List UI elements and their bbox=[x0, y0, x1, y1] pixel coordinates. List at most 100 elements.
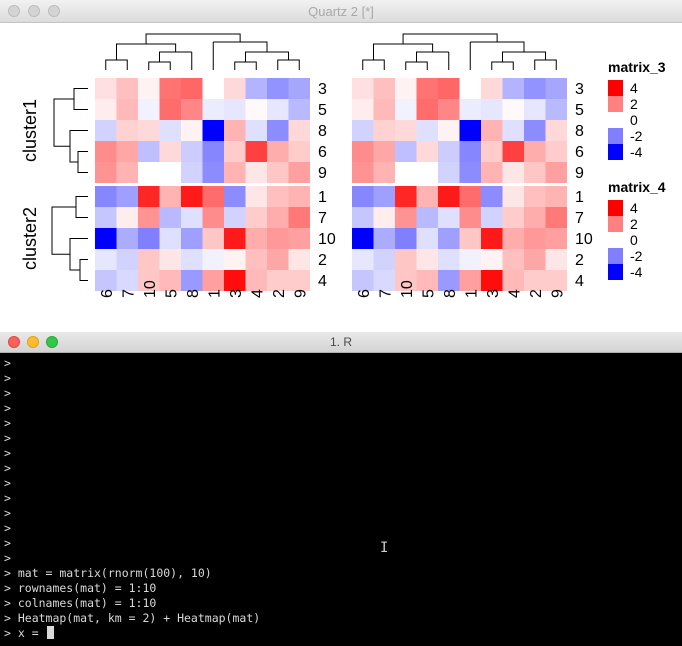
heatmap-cell bbox=[459, 99, 481, 120]
heatmap-cell bbox=[138, 141, 160, 162]
heatmap-cell bbox=[138, 162, 160, 183]
heatmap-cell bbox=[181, 78, 203, 99]
terminal-output[interactable]: > > > > > > > > > > > > > > > mat = matrix(rnorm(100),… bbox=[4, 356, 674, 642]
legend-swatch bbox=[608, 96, 623, 112]
terminal-line: > Heatmap(mat, km = 2) + Heatmap(mat) bbox=[4, 611, 261, 625]
heatmap-cell bbox=[438, 141, 460, 162]
heatmap-cell bbox=[416, 249, 438, 270]
heatmap-cell bbox=[202, 120, 224, 141]
row-label: 10 bbox=[318, 231, 336, 248]
plot-window-title: Quartz 2 [*] bbox=[308, 4, 374, 19]
heatmap-cell bbox=[267, 228, 289, 249]
heatmap-cell bbox=[438, 249, 460, 270]
heatmap-cell bbox=[95, 249, 117, 270]
row-label: 9 bbox=[318, 165, 327, 182]
heatmap-cell bbox=[202, 207, 224, 228]
heatmap-cell bbox=[116, 207, 138, 228]
heatmap-cell bbox=[545, 186, 567, 207]
heatmap-cell bbox=[288, 186, 310, 207]
heatmap-cell bbox=[245, 207, 267, 228]
terminal-title: 1. R bbox=[329, 335, 352, 349]
heatmap-cell bbox=[159, 270, 181, 291]
heatmap-cell bbox=[545, 270, 567, 291]
heatmap-cell bbox=[438, 186, 460, 207]
heatmap-cell bbox=[545, 249, 567, 270]
heatmap-cell bbox=[202, 249, 224, 270]
heatmap-cell bbox=[202, 270, 224, 291]
heatmap-cell bbox=[138, 207, 160, 228]
heatmap-cell bbox=[524, 99, 546, 120]
heatmap-cell bbox=[267, 120, 289, 141]
column-label: 1 bbox=[463, 289, 480, 298]
heatmap-cell bbox=[395, 141, 417, 162]
heatmap-cell bbox=[159, 207, 181, 228]
column-label: 1 bbox=[206, 289, 223, 298]
heatmap-cell bbox=[481, 78, 503, 99]
heatmap-cell bbox=[416, 207, 438, 228]
row-label: 9 bbox=[575, 165, 584, 182]
heatmap-cell bbox=[138, 270, 160, 291]
heatmap-cell bbox=[202, 99, 224, 120]
heatmap-cell bbox=[395, 78, 417, 99]
row-label: 6 bbox=[575, 144, 584, 161]
heatmap-cell bbox=[395, 186, 417, 207]
heatmap-cell bbox=[116, 99, 138, 120]
heatmap-cell bbox=[352, 228, 374, 249]
heatmap-cell bbox=[267, 249, 289, 270]
heatmap-cell bbox=[416, 78, 438, 99]
heatmap-cell bbox=[95, 78, 117, 99]
legend-tick-label: 0 bbox=[630, 232, 638, 248]
column-label: 6 bbox=[99, 289, 116, 298]
minimize-icon[interactable] bbox=[28, 5, 40, 17]
heatmap-cell bbox=[416, 99, 438, 120]
heatmap-cell bbox=[202, 228, 224, 249]
heatmap-cell bbox=[481, 228, 503, 249]
heatmap-cell bbox=[224, 186, 246, 207]
terminal-line: > bbox=[4, 431, 11, 445]
heatmap-cell bbox=[181, 141, 203, 162]
heatmap-cell bbox=[459, 207, 481, 228]
heatmap-cell bbox=[288, 162, 310, 183]
close-icon[interactable] bbox=[8, 5, 20, 17]
heatmap-cell bbox=[181, 207, 203, 228]
heatmap-cell bbox=[524, 228, 546, 249]
column-label: 10 bbox=[399, 280, 416, 298]
heatmap-cell bbox=[352, 249, 374, 270]
heatmap-cell bbox=[373, 162, 395, 183]
row-label: 4 bbox=[318, 273, 327, 290]
terminal-titlebar: 1. R bbox=[0, 332, 682, 353]
row-label: 2 bbox=[318, 252, 327, 269]
heatmap-cell bbox=[545, 120, 567, 141]
heatmap-cell bbox=[502, 249, 524, 270]
row-label: 1 bbox=[318, 189, 327, 206]
heatmap-cell bbox=[95, 228, 117, 249]
heatmap-cell bbox=[502, 99, 524, 120]
terminal-line: > colnames(mat) = 1:10 bbox=[4, 596, 157, 610]
heatmap-cell bbox=[245, 186, 267, 207]
heatmap-cell bbox=[267, 270, 289, 291]
heatmap-cell bbox=[416, 120, 438, 141]
heatmap-cell bbox=[95, 207, 117, 228]
close-icon[interactable] bbox=[8, 336, 20, 348]
terminal-line: > bbox=[4, 536, 11, 550]
legend-tick-label: 2 bbox=[630, 96, 638, 112]
zoom-icon[interactable] bbox=[46, 336, 58, 348]
minimize-icon[interactable] bbox=[27, 336, 39, 348]
heatmap-cell bbox=[545, 141, 567, 162]
legend-swatch bbox=[608, 80, 623, 96]
heatmap-cell bbox=[502, 78, 524, 99]
heatmap-cell bbox=[481, 249, 503, 270]
terminal-line: > mat = matrix(rnorm(100), 10) bbox=[4, 566, 212, 580]
row-label: 5 bbox=[318, 102, 327, 119]
heatmap-cell bbox=[288, 78, 310, 99]
heatmap-cell bbox=[245, 162, 267, 183]
heatmap-cell bbox=[481, 186, 503, 207]
legend-swatch bbox=[608, 264, 623, 280]
heatmap-cell bbox=[159, 186, 181, 207]
legend-tick-label: -2 bbox=[630, 128, 643, 144]
heatmap-cell bbox=[95, 186, 117, 207]
heatmap-cell bbox=[438, 207, 460, 228]
row-label: 5 bbox=[575, 102, 584, 119]
heatmap-cell bbox=[524, 270, 546, 291]
zoom-icon[interactable] bbox=[48, 5, 60, 17]
